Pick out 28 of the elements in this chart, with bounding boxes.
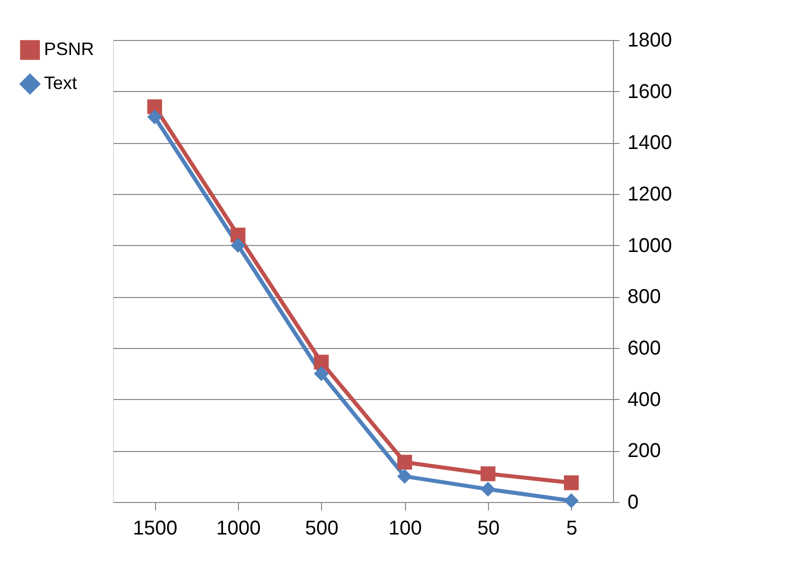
point bbox=[230, 238, 246, 253]
y-tick-label: 600 bbox=[628, 338, 661, 360]
y-tick-label: 200 bbox=[628, 440, 661, 462]
point bbox=[397, 468, 412, 484]
x-tick-label: 1500 bbox=[132, 518, 178, 540]
x-tick-label: 100 bbox=[388, 518, 422, 540]
y-tick-label: 1800 bbox=[628, 30, 672, 52]
point bbox=[397, 454, 412, 470]
y-tick-label: 0 bbox=[628, 492, 639, 514]
y-tick-label: 1400 bbox=[628, 132, 672, 154]
point bbox=[564, 493, 579, 508]
x-tick-label: 500 bbox=[305, 518, 339, 540]
point bbox=[147, 110, 162, 124]
x-tick-label: 5 bbox=[566, 518, 578, 540]
x-tick-label: 1000 bbox=[216, 518, 261, 540]
y-tick-label: 1600 bbox=[628, 80, 672, 103]
y-tick-label: 400 bbox=[628, 388, 661, 411]
x-tick-label: 50 bbox=[477, 518, 500, 540]
y-tick-label: 800 bbox=[628, 286, 661, 308]
y-tick-label: 1000 bbox=[628, 234, 672, 257]
y-tick-label: 1200 bbox=[628, 184, 672, 206]
point bbox=[314, 366, 329, 382]
legend-label: Text bbox=[44, 73, 78, 93]
legend-label: PSNR bbox=[44, 39, 94, 59]
point bbox=[314, 354, 329, 370]
point bbox=[480, 482, 496, 497]
point bbox=[480, 466, 496, 482]
point bbox=[564, 475, 579, 490]
